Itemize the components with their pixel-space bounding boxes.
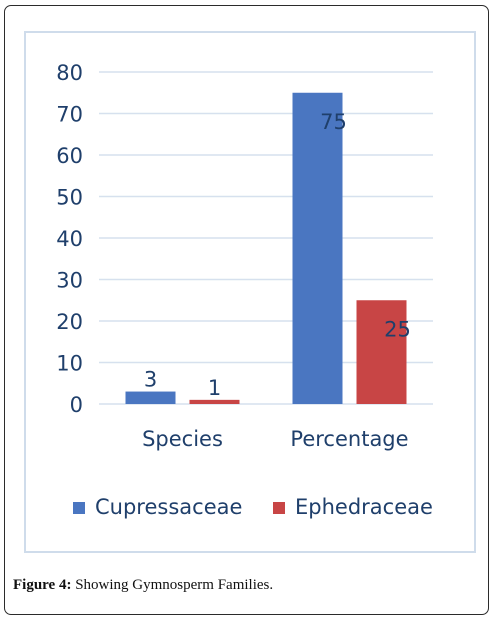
bar — [356, 300, 407, 404]
y-tick-label: 10 — [56, 352, 83, 376]
y-tick-label: 80 — [56, 61, 83, 85]
caption-text: Showing Gymnosperm Families. — [71, 577, 274, 593]
y-tick-label: 20 — [56, 310, 83, 334]
y-tick-label: 40 — [56, 227, 83, 251]
legend-swatch — [273, 502, 285, 514]
figure-container: 0 10 20 30 40 50 60 70 80 3 1 Species 75 25 Percentage… — [4, 5, 489, 615]
chart-frame — [24, 31, 476, 553]
y-tick-label: 50 — [56, 186, 83, 210]
x-tick-label: Percentage — [290, 427, 408, 451]
x-tick-label: Species — [142, 427, 223, 451]
legend-label: Ephedraceae — [295, 495, 433, 519]
bar — [125, 391, 176, 404]
y-tick-label: 0 — [70, 393, 83, 417]
y-tick-label: 60 — [56, 144, 83, 168]
y-tick-label: 70 — [56, 103, 83, 127]
data-label: 1 — [208, 376, 221, 400]
figure-caption: Figure 4: Showing Gymnosperm Families. — [13, 577, 273, 594]
legend-swatch — [73, 502, 85, 514]
bar — [189, 399, 240, 404]
legend-label: Cupressaceae — [95, 495, 242, 519]
bar-chart: 0 10 20 30 40 50 60 70 80 3 1 Species 75 25 Percentage… — [56, 61, 433, 519]
data-label: 25 — [384, 317, 411, 341]
caption-label: Figure 4: — [13, 577, 72, 593]
bar — [292, 92, 343, 404]
data-label: 75 — [320, 110, 347, 134]
data-label: 3 — [144, 368, 157, 392]
y-tick-label: 30 — [56, 269, 83, 293]
